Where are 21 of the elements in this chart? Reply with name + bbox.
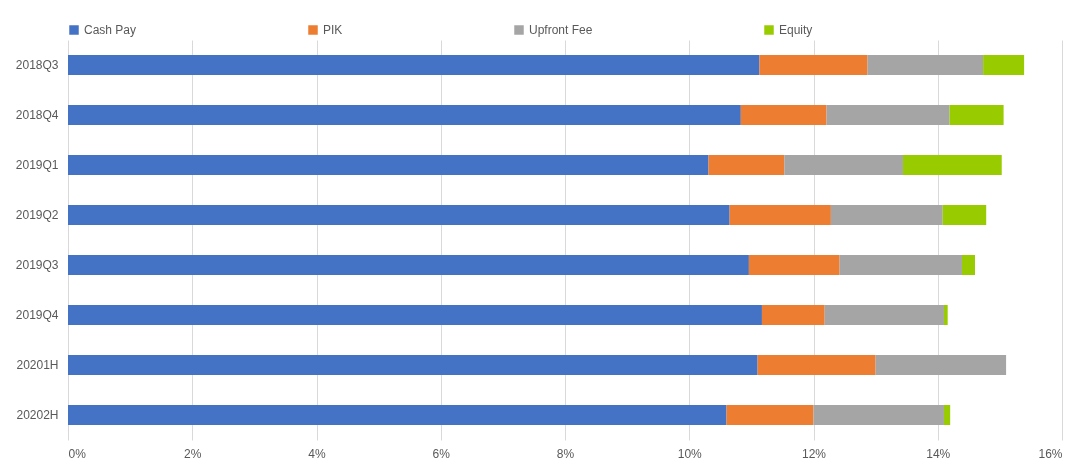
x-tick-label: 10% <box>677 446 703 461</box>
x-tick-label: 8% <box>556 446 575 461</box>
x-tick-label: 16% <box>1038 446 1063 461</box>
legend-label: Cash Pay <box>84 23 137 37</box>
legend-label: Upfront Fee <box>529 23 593 37</box>
y-tick-label: 2019Q1 <box>15 158 59 172</box>
y-tick-label: 2019Q3 <box>15 258 59 272</box>
y-tick-label: 2018Q3 <box>15 58 59 72</box>
x-tick-label: 12% <box>801 446 827 461</box>
y-tick-label: 20202H <box>16 408 59 422</box>
x-tick-label: 2% <box>184 446 202 461</box>
legend-label: PIK <box>323 23 343 37</box>
x-tick-label: 14% <box>926 446 951 461</box>
legend-label: Equity <box>779 23 813 37</box>
x-tick-label: 0% <box>68 446 87 461</box>
x-tick-label: 4% <box>308 446 326 461</box>
x-tick-label: 6% <box>432 446 451 461</box>
y-tick-label: 20201H <box>16 358 59 372</box>
y-tick-label: 2018Q4 <box>15 108 59 122</box>
y-tick-label: 2019Q4 <box>15 308 59 322</box>
y-tick-label: 2019Q2 <box>15 208 59 222</box>
